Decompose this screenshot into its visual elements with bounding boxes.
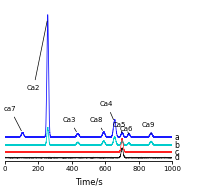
X-axis label: Time/s: Time/s	[75, 177, 103, 186]
Text: Ca6: Ca6	[120, 126, 133, 134]
Text: Ca2: Ca2	[27, 21, 47, 91]
Text: d: d	[175, 153, 179, 162]
Text: Ca3: Ca3	[63, 117, 76, 132]
Text: c: c	[175, 148, 179, 157]
Text: b: b	[175, 140, 179, 149]
Text: ca7: ca7	[4, 106, 21, 131]
Text: Ca5: Ca5	[112, 122, 126, 133]
Text: Ca9: Ca9	[142, 122, 155, 134]
Text: a: a	[175, 133, 179, 142]
Text: Ca4: Ca4	[100, 101, 113, 120]
Text: Ca8: Ca8	[90, 117, 104, 130]
